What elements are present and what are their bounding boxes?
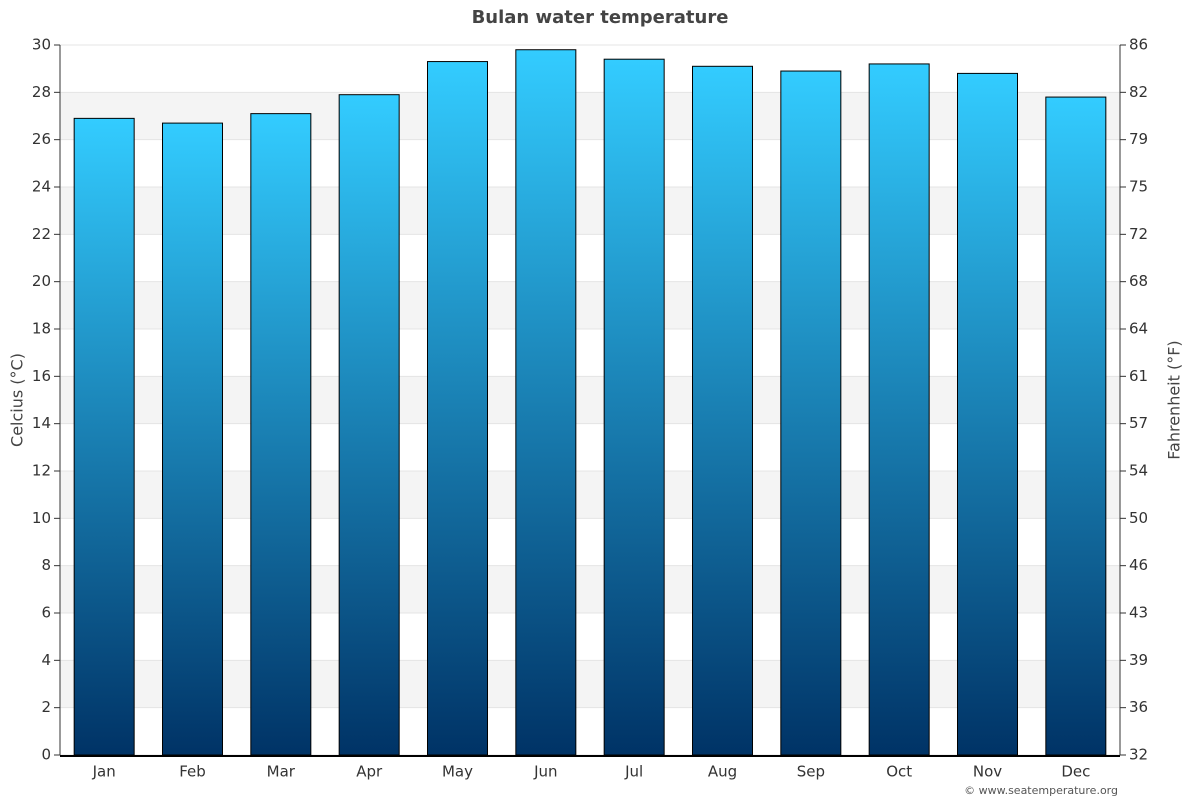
bar <box>603 58 665 756</box>
y2-tick-label: 50 <box>1129 509 1148 527</box>
y2-tick-label: 39 <box>1129 651 1148 669</box>
bar <box>1045 96 1107 756</box>
y2-tick-label: 57 <box>1129 414 1148 432</box>
y2-tick-label: 43 <box>1129 604 1148 622</box>
bar <box>957 72 1018 756</box>
y2-tick-label: 86 <box>1129 36 1148 54</box>
y2-axis-title: Fahrenheit (°F) <box>1165 340 1184 459</box>
y-tick-label: 22 <box>32 225 51 243</box>
grid-band <box>60 92 1120 140</box>
x-tick-label: Oct <box>886 763 912 781</box>
grid-band <box>60 187 1120 235</box>
y-tick-label: 28 <box>32 83 51 101</box>
y-tick-label: 18 <box>32 320 51 338</box>
y2-tick-label: 61 <box>1129 367 1148 385</box>
y-tick-label: 24 <box>32 178 51 196</box>
y-tick-label: 26 <box>32 130 51 148</box>
y-tick-label: 8 <box>41 556 51 574</box>
x-tick-label: May <box>442 763 473 781</box>
x-tick-label: Sep <box>797 763 825 781</box>
bar <box>250 113 312 756</box>
bar <box>338 94 400 756</box>
y2-tick-label: 68 <box>1129 272 1148 290</box>
credit: © www.seatemperature.org <box>964 784 1118 797</box>
y-tick-label: 30 <box>32 36 51 54</box>
y-tick-label: 14 <box>32 414 51 432</box>
y2-tick-label: 54 <box>1129 462 1148 480</box>
y-tick-label: 10 <box>32 509 51 527</box>
y-tick-label: 12 <box>32 462 51 480</box>
grid-band <box>60 471 1120 519</box>
y2-tick-label: 64 <box>1129 320 1148 338</box>
y-tick-label: 6 <box>41 604 51 622</box>
bar <box>73 117 135 756</box>
bar <box>515 49 577 756</box>
y-tick-label: 0 <box>41 746 51 764</box>
y2-tick-label: 82 <box>1129 83 1148 101</box>
x-tick-label: Apr <box>356 763 383 781</box>
y2-tick-label: 72 <box>1129 225 1148 243</box>
y2-tick-label: 32 <box>1129 746 1148 764</box>
x-tick-label: Jun <box>533 763 557 781</box>
bar <box>427 61 488 756</box>
y2-tick-label: 36 <box>1129 698 1148 716</box>
x-tick-label: Aug <box>708 763 737 781</box>
x-tick-label: Feb <box>179 763 206 781</box>
y2-tick-label: 46 <box>1129 556 1148 574</box>
bar <box>692 65 753 756</box>
y-tick-label: 20 <box>32 272 51 290</box>
grid-band <box>60 565 1120 613</box>
chart-title: Bulan water temperature <box>472 7 729 28</box>
y2-tick-label: 79 <box>1129 130 1148 148</box>
grid-band <box>60 281 1120 329</box>
y-tick-label: 4 <box>41 651 51 669</box>
bar <box>162 122 223 756</box>
bar <box>868 63 930 756</box>
x-tick-label: Mar <box>267 763 296 781</box>
x-tick-label: Dec <box>1061 763 1090 781</box>
y2-tick-label: 75 <box>1129 178 1148 196</box>
x-tick-label: Jan <box>92 763 116 781</box>
y-axis-title: Celcius (°C) <box>8 353 27 447</box>
y-tick-label: 2 <box>41 698 51 716</box>
bar <box>780 70 842 756</box>
grid-band <box>60 660 1120 708</box>
x-tick-label: Nov <box>973 763 1002 781</box>
grid-band <box>60 376 1120 424</box>
x-tick-label: Jul <box>624 763 643 781</box>
y-tick-label: 16 <box>32 367 51 385</box>
